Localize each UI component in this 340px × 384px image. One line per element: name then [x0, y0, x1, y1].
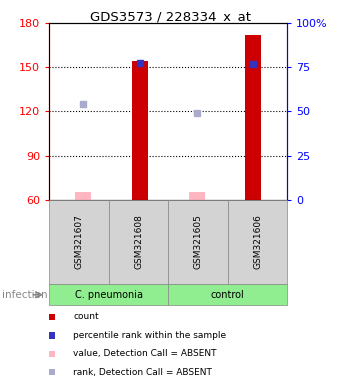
- Text: GSM321607: GSM321607: [74, 215, 84, 269]
- Bar: [132, 61, 148, 200]
- Bar: [189, 192, 205, 200]
- Text: percentile rank within the sample: percentile rank within the sample: [73, 331, 226, 340]
- Text: control: control: [211, 290, 245, 300]
- Text: GSM321606: GSM321606: [253, 215, 262, 269]
- Text: C. pneumonia: C. pneumonia: [75, 290, 143, 300]
- Bar: [245, 35, 261, 200]
- Text: GSM321608: GSM321608: [134, 215, 143, 269]
- Text: GSM321605: GSM321605: [193, 215, 203, 269]
- Text: infection: infection: [2, 290, 47, 300]
- Text: count: count: [73, 313, 99, 321]
- Text: rank, Detection Call = ABSENT: rank, Detection Call = ABSENT: [73, 368, 212, 377]
- Text: GDS3573 / 228334_x_at: GDS3573 / 228334_x_at: [89, 10, 251, 23]
- Bar: [75, 192, 91, 200]
- Text: value, Detection Call = ABSENT: value, Detection Call = ABSENT: [73, 349, 217, 358]
